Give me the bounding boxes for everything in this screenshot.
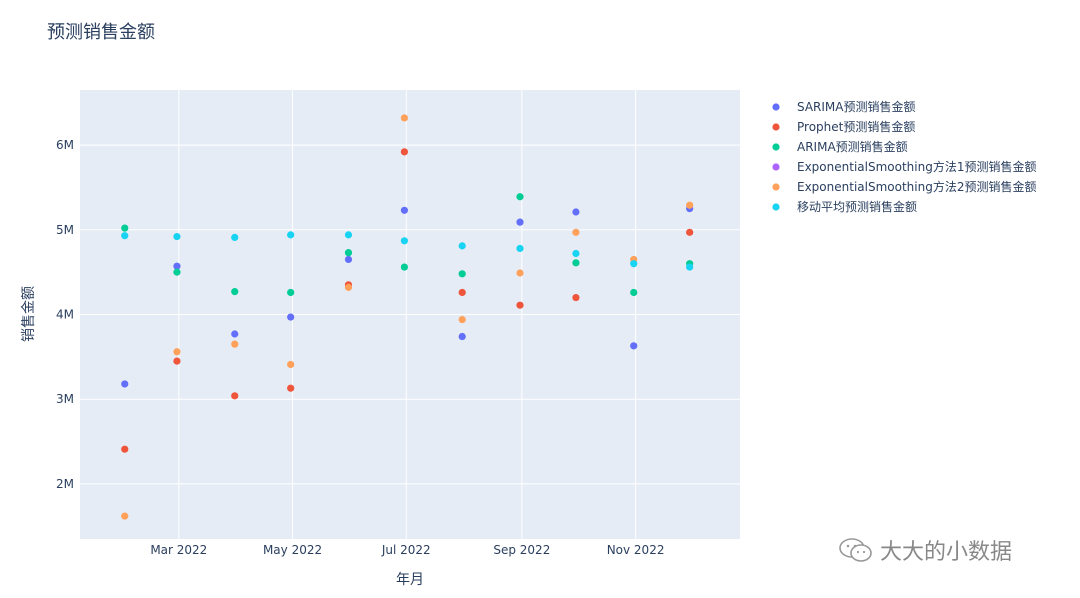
data-point — [231, 340, 239, 348]
y-tick-label: 6M — [56, 138, 74, 152]
data-point — [344, 249, 353, 257]
data-point — [572, 228, 580, 236]
legend-item[interactable]: SARIMA预测销售金额 — [772, 99, 916, 114]
legend-marker — [772, 163, 780, 171]
legend-marker — [772, 203, 780, 211]
data-point — [572, 293, 580, 302]
x-tick-label: May 2022 — [263, 543, 322, 557]
legend-item[interactable]: ARIMA预测销售金额 — [772, 139, 908, 154]
legend-item[interactable]: ExponentialSmoothing方法2预测销售金额 — [772, 179, 1036, 194]
data-point — [686, 228, 694, 236]
data-point — [400, 206, 409, 214]
y-axis-label: 销售金额 — [21, 286, 37, 342]
y-tick-label: 4M — [56, 308, 74, 322]
data-point — [516, 244, 524, 253]
x-tick-label: Sep 2022 — [493, 543, 550, 557]
data-point — [400, 114, 409, 122]
watermark: 大大的小数据 — [838, 534, 1012, 566]
y-axis-ticks: 2M 3M 4M 5M 6M — [56, 138, 74, 491]
data-point — [121, 232, 129, 240]
data-point — [173, 268, 181, 276]
data-point — [231, 330, 239, 338]
chart-title: 预测销售金额 — [47, 22, 155, 43]
data-point — [400, 148, 409, 156]
data-point — [173, 348, 181, 356]
data-points — [121, 114, 694, 520]
legend-label: ExponentialSmoothing方法2预测销售金额 — [797, 179, 1036, 194]
legend[interactable]: SARIMA预测销售金额 Prophet预测销售金额 ARIMA预测销售金额 Expo… — [772, 99, 1036, 214]
legend-label: SARIMA预测销售金额 — [797, 99, 916, 114]
legend-label: Prophet预测销售金额 — [797, 119, 915, 134]
data-point — [630, 288, 638, 297]
y-tick-label: 5M — [56, 223, 74, 237]
data-point — [458, 288, 466, 297]
data-point — [231, 233, 239, 242]
data-point — [344, 231, 353, 239]
data-point — [572, 208, 580, 216]
data-point — [287, 288, 295, 297]
legend-label: ExponentialSmoothing方法1预测销售金额 — [797, 159, 1036, 174]
data-point — [458, 332, 466, 341]
wechat-icon — [839, 538, 872, 562]
data-point — [686, 201, 694, 209]
x-tick-label: Mar 2022 — [150, 543, 207, 557]
legend-label: ARIMA预测销售金额 — [797, 139, 908, 154]
data-point — [400, 263, 409, 271]
data-point — [344, 283, 353, 291]
data-point — [287, 384, 295, 392]
data-point — [287, 231, 295, 239]
data-point — [458, 270, 466, 278]
data-point — [458, 315, 466, 324]
data-point — [630, 342, 638, 350]
x-axis-label: 年月 — [396, 572, 424, 588]
data-point — [572, 249, 580, 258]
data-point — [516, 269, 524, 277]
data-point — [121, 224, 129, 232]
legend-item[interactable]: ExponentialSmoothing方法1预测销售金额 — [772, 159, 1036, 174]
x-axis-ticks: Mar 2022 May 2022 Jul 2022 Sep 2022 Nov 2022 — [150, 543, 664, 557]
data-point — [516, 193, 524, 201]
data-point — [287, 313, 295, 321]
data-point — [516, 301, 524, 309]
y-tick-label: 2M — [56, 477, 74, 491]
data-point — [231, 392, 239, 400]
legend-marker — [772, 143, 780, 151]
data-point — [572, 259, 580, 267]
data-point — [121, 380, 129, 388]
data-point — [173, 357, 181, 365]
data-point — [458, 242, 466, 250]
x-tick-label: Nov 2022 — [607, 543, 665, 557]
data-point — [173, 232, 181, 241]
watermark-text: 大大的小数据 — [880, 540, 1013, 565]
data-point — [173, 262, 181, 270]
data-point — [121, 445, 129, 453]
data-point — [231, 288, 239, 296]
y-tick-label: 3M — [56, 392, 74, 406]
legend-marker — [772, 123, 780, 131]
data-point — [121, 512, 129, 520]
data-point — [686, 263, 694, 271]
legend-marker — [772, 183, 780, 191]
data-point — [344, 255, 353, 264]
data-point — [516, 218, 524, 226]
legend-item[interactable]: 移动平均预测销售金额 — [772, 199, 917, 214]
data-point — [400, 237, 409, 245]
x-tick-label: Jul 2022 — [381, 543, 431, 557]
legend-item[interactable]: Prophet预测销售金额 — [772, 119, 915, 134]
data-point — [630, 260, 638, 268]
legend-marker — [772, 103, 780, 111]
legend-label: 移动平均预测销售金额 — [797, 199, 917, 214]
data-point — [287, 360, 295, 369]
